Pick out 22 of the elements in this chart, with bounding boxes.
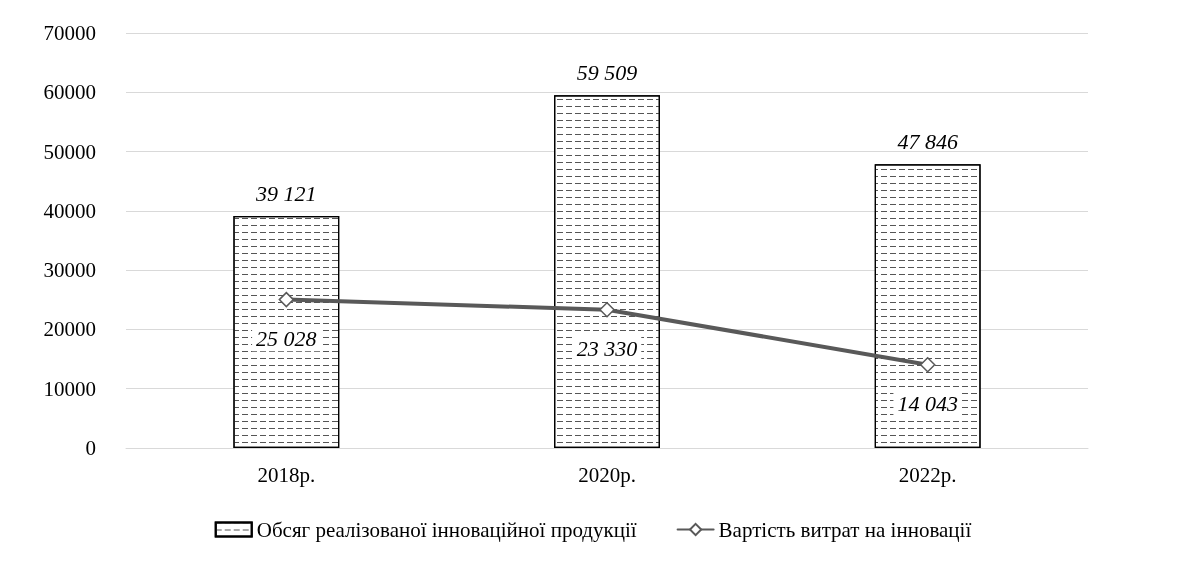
data-label: 25 028 [256, 325, 317, 351]
y-tick-label: 70000 [43, 21, 96, 45]
data-label: 39 121 [255, 180, 317, 206]
y-tick-label: 60000 [43, 80, 96, 105]
point [278, 291, 295, 308]
data-label: 23 330 [576, 335, 638, 361]
y-tick-label: 20000 [43, 317, 96, 342]
x-tick-label: 2018р. [257, 462, 316, 487]
y-tick-label: 30000 [43, 258, 96, 283]
x-tick-label: 2020р. [578, 462, 636, 487]
x-tick-label: 2022р. [898, 462, 957, 487]
point [919, 357, 936, 373]
data-label: 59 509 [576, 59, 638, 85]
legend-label: Вартість витрат на інновації [718, 517, 972, 542]
data-label: 47 846 [897, 128, 958, 154]
data-label: 14 043 [897, 391, 958, 416]
legend-label: Обсяг реалізованої інноваційної продукції [256, 517, 637, 542]
point [599, 301, 615, 318]
y-tick-label: 10000 [43, 376, 96, 401]
y-tick-label: 40000 [43, 198, 96, 223]
y-tick-label: 0 [85, 436, 96, 460]
y-tick-label: 50000 [43, 139, 96, 164]
